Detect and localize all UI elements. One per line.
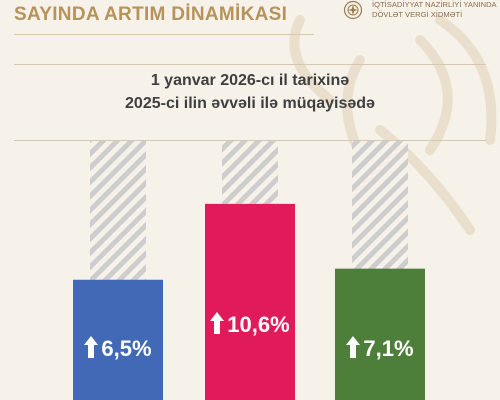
org-name: İQTİSADİYYAT NAZİRLİYİ YANINDA DÖVLƏT VE… xyxy=(372,0,497,20)
bar-1 xyxy=(73,279,163,400)
bar-value-label-3: 7,1% xyxy=(332,336,428,362)
bar-value-text-1: 6,5% xyxy=(101,336,152,361)
top-divider xyxy=(14,64,486,65)
subtitle-line-2: 2025-ci ilin əvvəli ilə müqayisədə xyxy=(125,95,375,112)
arrow-up-icon xyxy=(210,311,225,334)
bar-2 xyxy=(205,203,295,400)
bar-value-text-2: 10,6% xyxy=(227,311,290,337)
state-emblem-icon xyxy=(343,0,363,20)
bar-3 xyxy=(335,268,425,400)
bar-value-label-2: 10,6% xyxy=(202,311,298,338)
subtitle-line-1: 1 yanvar 2026-cı il tarixinə xyxy=(150,72,350,89)
arrow-up-icon xyxy=(346,336,361,358)
bottom-divider xyxy=(14,140,486,141)
org-name-line-1: İQTİSADİYYAT NAZİRLİYİ YANINDA xyxy=(372,0,497,9)
bar-value-label-1: 6,5% xyxy=(70,336,166,362)
arrow-up-icon xyxy=(84,336,99,358)
org-name-line-2: DÖVLƏT VERGİ XİDMƏTİ xyxy=(372,10,463,19)
header-rule xyxy=(14,34,314,35)
bar-value-text-3: 7,1% xyxy=(363,336,414,361)
header-title: SAYINDA ARTIM DİNAMİKASI xyxy=(14,4,288,25)
